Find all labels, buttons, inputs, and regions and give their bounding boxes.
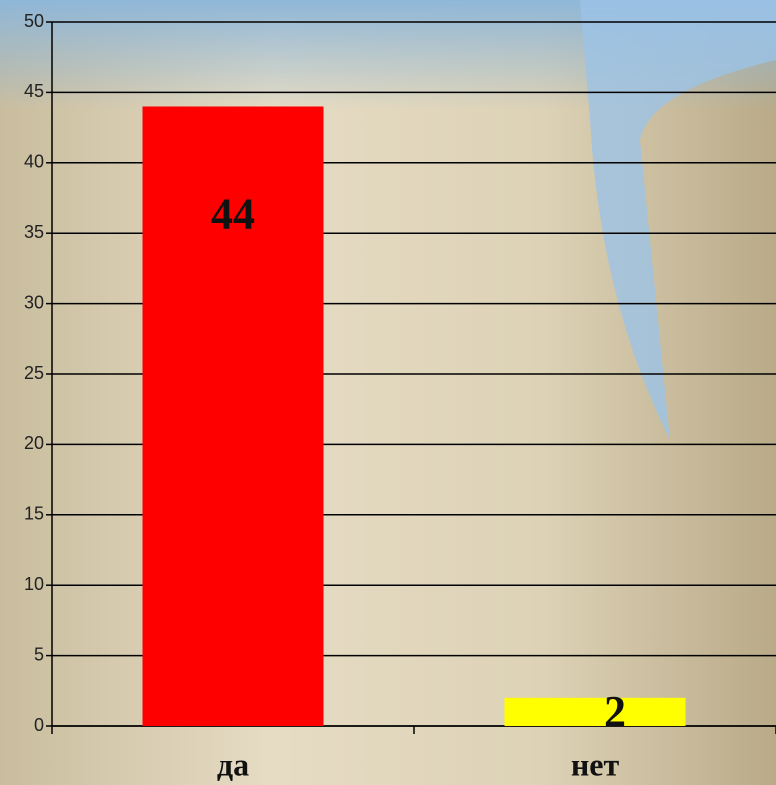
y-tick-label: 50 (24, 11, 44, 31)
y-tick-label: 10 (24, 574, 44, 594)
data-label: 2 (604, 687, 626, 736)
y-tick-label: 20 (24, 433, 44, 453)
bar (504, 697, 686, 726)
x-tick-label: да (217, 746, 249, 782)
y-tick-label: 40 (24, 152, 44, 172)
y-tick-label: 45 (24, 81, 44, 101)
bar (142, 106, 324, 727)
y-tick-label: 25 (24, 363, 44, 383)
y-tick-label: 30 (24, 292, 44, 312)
y-tick-label: 35 (24, 222, 44, 242)
data-label: 44 (211, 190, 255, 239)
background-glass (580, 0, 776, 440)
y-tick-label: 0 (34, 715, 44, 735)
x-tick-label: нет (571, 746, 620, 782)
y-tick-label: 5 (34, 644, 44, 664)
y-tick-label: 15 (24, 504, 44, 524)
